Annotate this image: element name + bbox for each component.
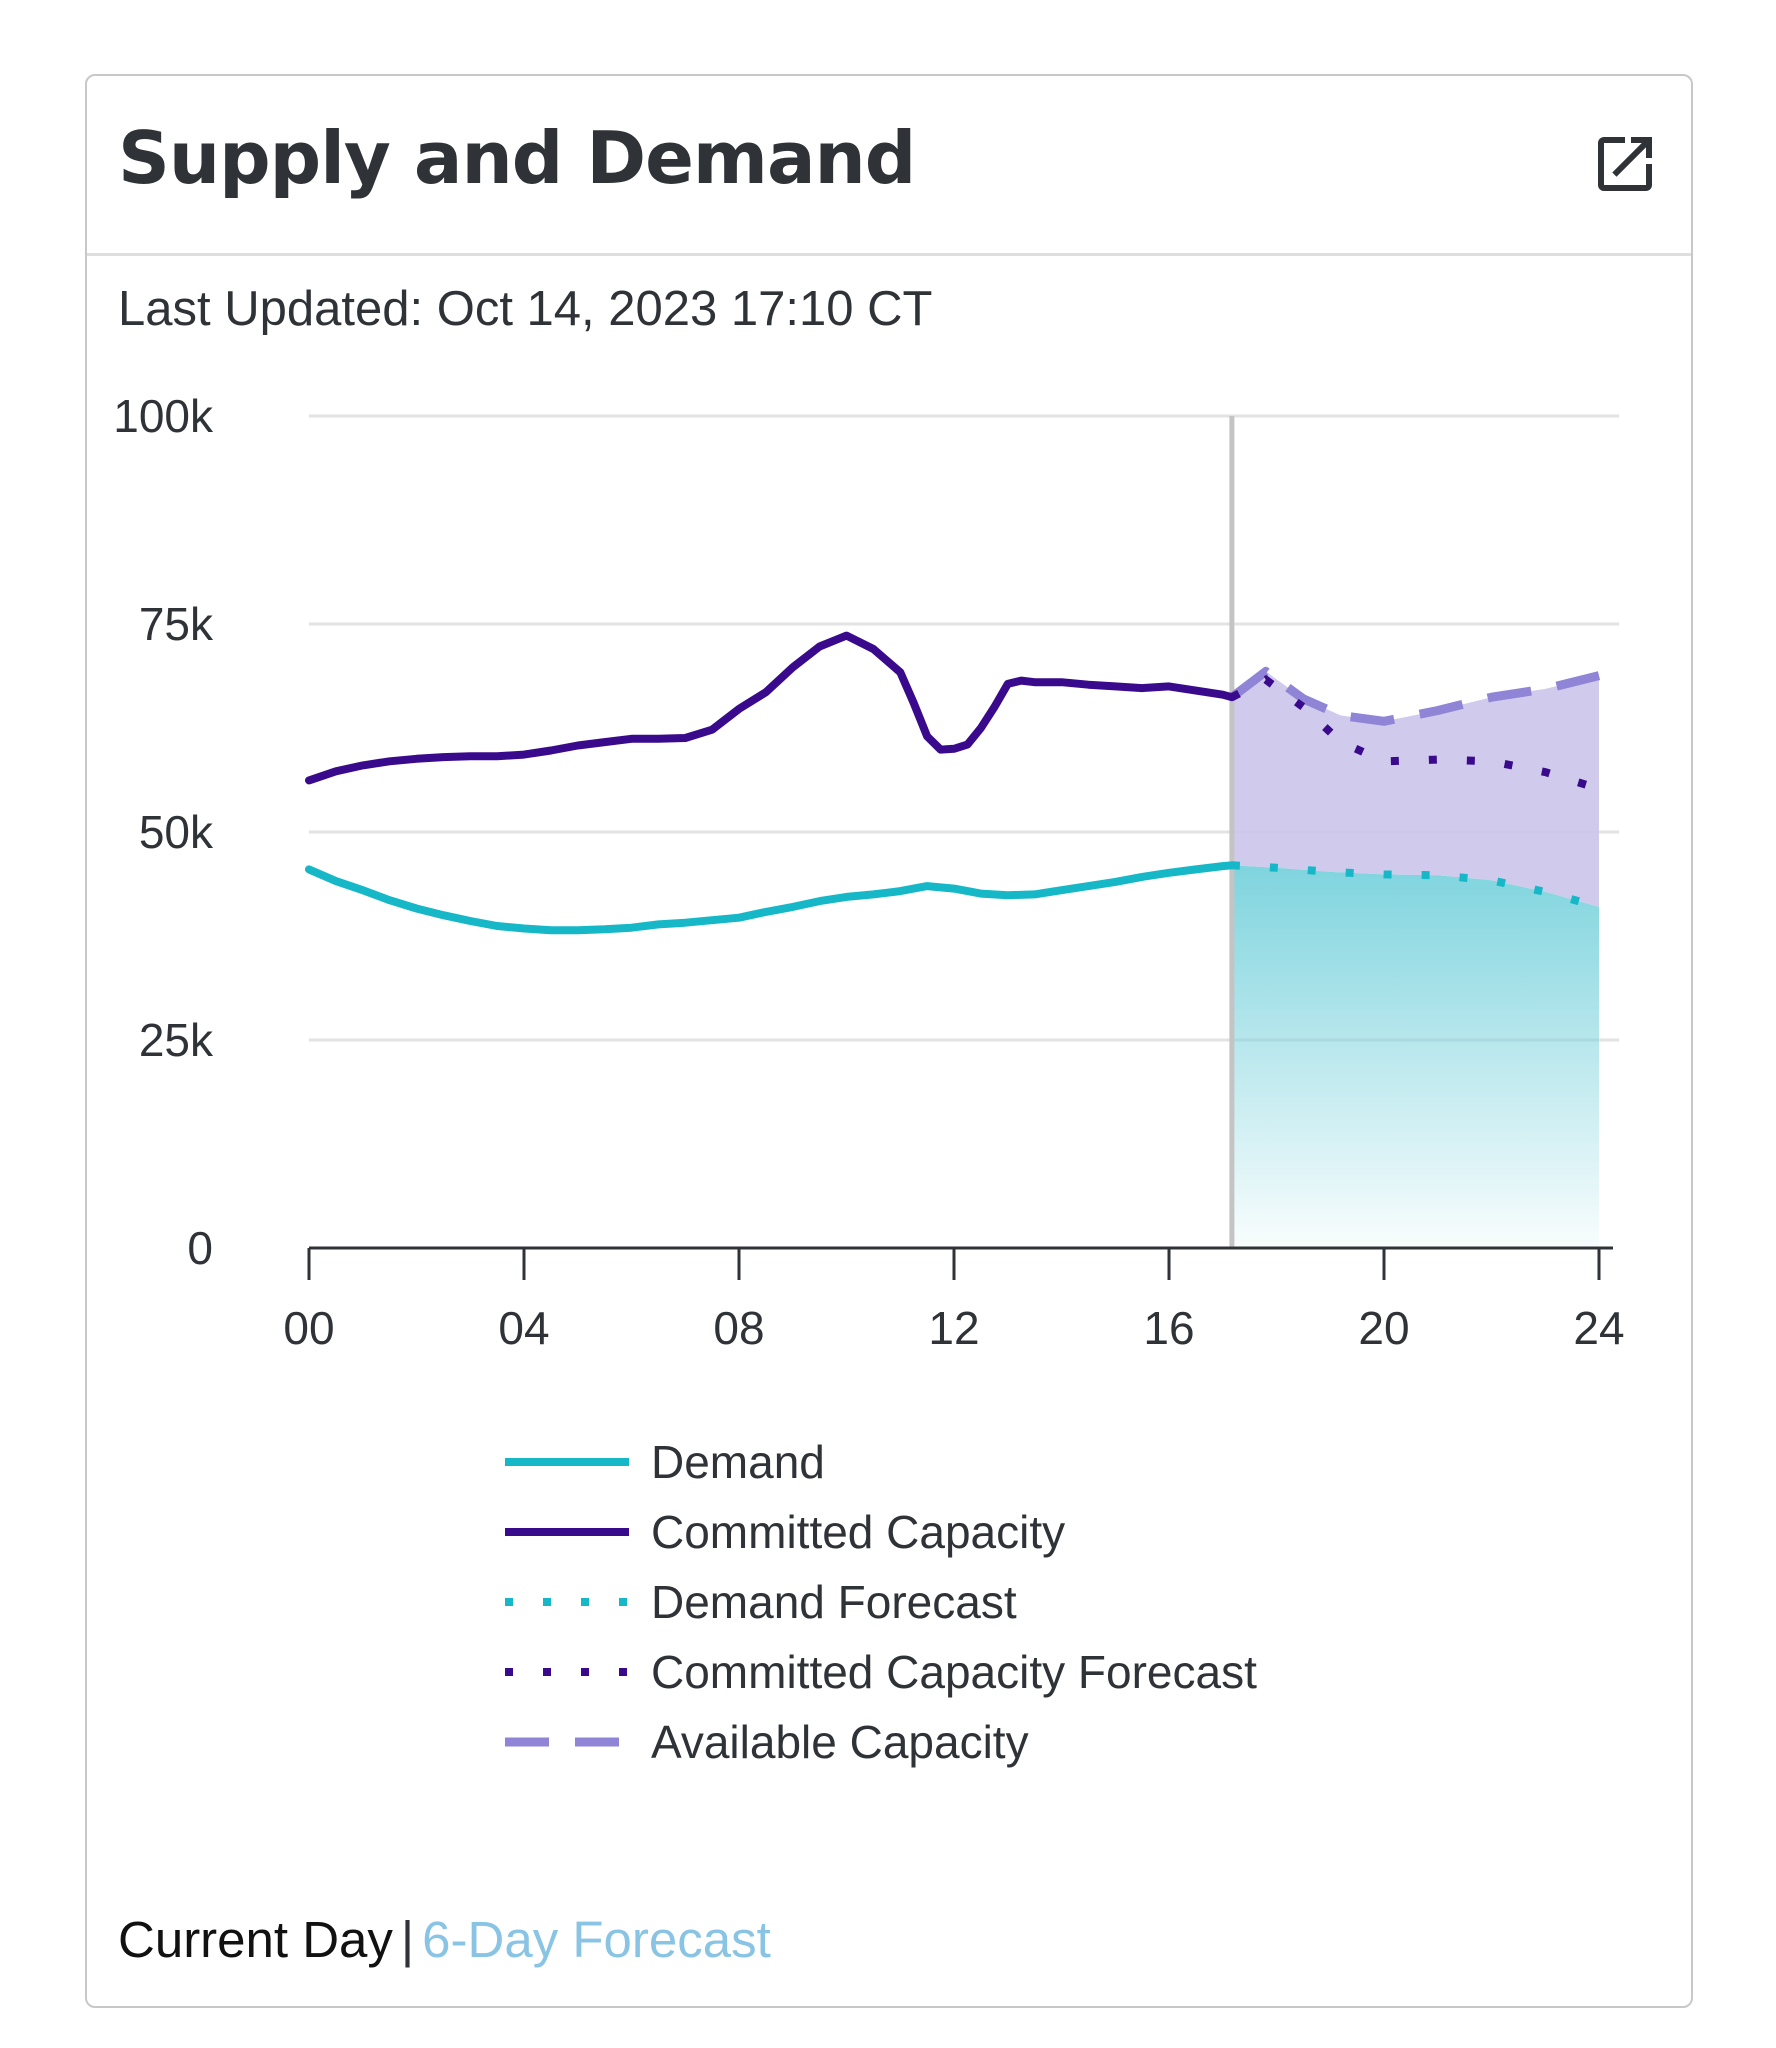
y-tick-label: 100k xyxy=(113,390,214,442)
supply-demand-chart: 00 04 08 12 16 20 24 0 25k 50k 75k 100k Demand Comm… xyxy=(113,390,1625,1768)
x-axis: 00 04 08 12 16 20 24 xyxy=(283,1246,1625,1354)
available-capacity-line xyxy=(1229,666,1601,726)
x-tick-label: 24 xyxy=(1573,1302,1624,1354)
supply-demand-card: Supply and Demand Last Updated: Oct 14, … xyxy=(85,74,1693,2008)
y-tick-label: 75k xyxy=(139,598,214,650)
x-tick-label: 12 xyxy=(928,1302,979,1354)
x-tick-label: 04 xyxy=(498,1302,549,1354)
x-tick-label: 00 xyxy=(283,1302,334,1354)
current-day-label: Current Day xyxy=(118,1911,393,1968)
footer-links: Current Day | 6-Day Forecast xyxy=(118,1910,771,1969)
x-tick-label: 08 xyxy=(713,1302,764,1354)
six-day-forecast-link[interactable]: 6-Day Forecast xyxy=(422,1911,771,1968)
legend-label-committed-capacity: Committed Capacity xyxy=(651,1506,1065,1558)
series-lines xyxy=(305,631,1601,935)
legend-label-demand-forecast: Demand Forecast xyxy=(651,1576,1017,1628)
card-title: Supply and Demand xyxy=(118,116,916,200)
demand-forecast-area xyxy=(1231,865,1599,1248)
committed-capacity-line xyxy=(305,631,1236,785)
x-tick-label: 16 xyxy=(1143,1302,1194,1354)
external-link-icon[interactable] xyxy=(1589,128,1661,200)
card-header: Supply and Demand xyxy=(87,76,1691,256)
y-axis-tick-labels: 0 25k 50k 75k 100k xyxy=(113,390,214,1274)
legend-label-committed-capacity-forecast: Committed Capacity Forecast xyxy=(651,1646,1257,1698)
last-updated-text: Last Updated: Oct 14, 2023 17:10 CT xyxy=(118,282,933,336)
y-tick-label: 0 xyxy=(187,1222,213,1274)
y-tick-label: 50k xyxy=(139,806,214,858)
external-link-glyph xyxy=(1598,137,1652,191)
x-tick-label: 20 xyxy=(1358,1302,1409,1354)
demand-forecast-line xyxy=(1231,861,1601,911)
demand-line xyxy=(305,861,1236,935)
forecast-area-fills xyxy=(1231,671,1599,1248)
legend-label-demand: Demand xyxy=(651,1436,825,1488)
y-tick-label: 25k xyxy=(139,1014,214,1066)
footer-separator: | xyxy=(400,1911,415,1968)
chart-legend: Demand Committed Capacity Demand Forecast C… xyxy=(505,1436,1257,1768)
legend-label-available-capacity: Available Capacity xyxy=(651,1716,1029,1768)
